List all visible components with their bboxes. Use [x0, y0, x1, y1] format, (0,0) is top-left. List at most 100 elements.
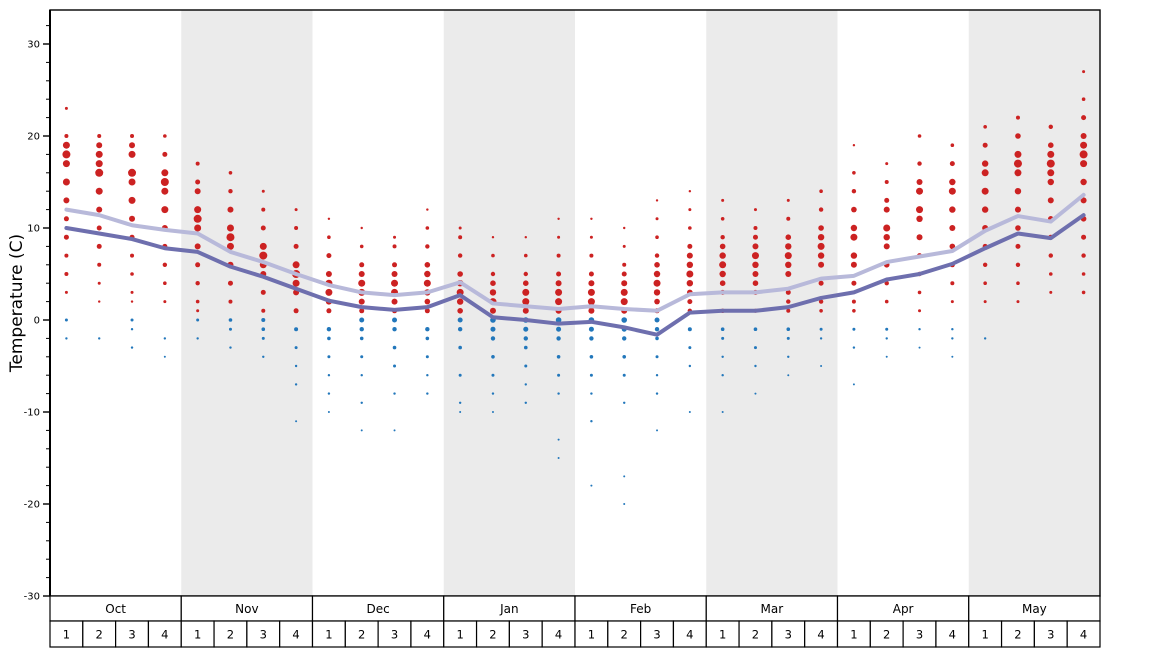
max-temp-dot	[391, 298, 398, 305]
y-tick-label: 30	[27, 40, 40, 51]
max-temp-dot	[64, 290, 68, 294]
min-temp-dot	[360, 374, 363, 377]
max-temp-dot	[1015, 225, 1021, 231]
avg-max-line	[64, 192, 1086, 313]
max-temp-dot	[524, 236, 527, 239]
min-temp-dot	[327, 411, 330, 413]
max-temp-dot	[752, 280, 759, 287]
max-temp-dot	[950, 281, 955, 286]
min-temp-dot	[64, 318, 68, 322]
max-temp-dot	[163, 134, 167, 138]
max-temp-dot	[1080, 197, 1087, 204]
max-temp-dot	[326, 308, 332, 314]
max-temp-dot	[1082, 70, 1086, 74]
max-temp-dot	[96, 206, 103, 213]
max-temp-dot	[555, 280, 562, 287]
max-temp-dot	[359, 244, 364, 249]
y-axis-label: Temperature (C)	[7, 233, 27, 373]
min-temp-dot	[425, 355, 429, 359]
max-temp-dot	[63, 216, 69, 222]
max-temp-dot	[293, 243, 299, 249]
min-temp-dot	[294, 346, 298, 350]
min-temp-dot	[654, 327, 660, 332]
avg-min-line	[64, 213, 1086, 337]
max-temp-dot	[161, 187, 169, 195]
max-temp-dot	[686, 252, 693, 259]
max-temp-dot	[1048, 253, 1053, 258]
month-band	[181, 10, 313, 596]
max-temp-dot	[393, 235, 397, 239]
max-temp-dot	[95, 150, 103, 158]
min-temp-dot	[491, 411, 494, 413]
max-temp-dot	[983, 281, 987, 286]
max-temp-dot	[916, 206, 924, 214]
week-label: 2	[96, 628, 103, 642]
max-temp-dot	[885, 162, 889, 166]
max-temp-dot	[62, 150, 71, 159]
max-temp-dot	[850, 233, 858, 241]
min-temp-dot	[852, 383, 855, 386]
max-temp-dot	[325, 271, 332, 277]
max-temp-dot	[686, 280, 694, 287]
max-temp-dot	[425, 244, 430, 249]
max-temp-dot	[294, 226, 299, 230]
min-temp-dot	[393, 364, 397, 368]
max-temp-dot	[163, 300, 167, 304]
week-cell	[869, 620, 904, 648]
max-temp-dot	[981, 169, 989, 177]
week-label: 1	[325, 628, 332, 642]
max-temp-dot	[292, 261, 300, 269]
max-temp-dot	[391, 271, 398, 277]
max-temp-dot	[655, 235, 659, 239]
month-label: Feb	[630, 602, 651, 616]
max-temp-dot	[456, 298, 464, 305]
max-temp-dot	[851, 206, 857, 213]
min-temp-dot	[392, 327, 397, 332]
max-temp-dot	[983, 300, 987, 304]
max-temp-dot	[360, 226, 363, 230]
min-temp-dot	[523, 345, 528, 350]
min-temp-dot	[458, 345, 462, 350]
min-temp-dot	[524, 364, 528, 368]
month-label: Oct	[105, 602, 126, 616]
max-temp-dot	[720, 235, 725, 240]
max-temp-dot	[719, 252, 726, 259]
min-temp-dot	[655, 374, 659, 377]
max-temp-dot	[916, 187, 924, 195]
max-temp-dot	[883, 243, 890, 250]
min-temp-dot	[491, 355, 495, 359]
max-temp-dot	[261, 189, 265, 193]
min-temp-dot	[98, 337, 101, 340]
min-temp-dot	[623, 503, 626, 505]
max-temp-dot	[688, 190, 692, 193]
min-temp-dot	[425, 336, 430, 341]
min-temp-dot	[655, 336, 659, 341]
max-temp-dot	[162, 151, 168, 157]
week-label: 2	[752, 628, 759, 642]
min-temp-dot	[951, 337, 954, 340]
max-temp-dot	[752, 261, 759, 268]
min-temp-dot	[360, 401, 363, 404]
min-temp-dot	[228, 318, 233, 322]
min-temp-dot	[360, 429, 363, 432]
min-temp-dot	[523, 336, 528, 341]
max-temp-dot	[751, 252, 759, 260]
max-temp-dot	[916, 179, 923, 185]
max-temp-dot	[687, 243, 693, 249]
max-temp-dot	[195, 179, 201, 185]
max-temp-dot	[325, 288, 333, 296]
min-temp-dot	[623, 475, 626, 478]
max-temp-dot	[785, 261, 792, 268]
min-temp-dot	[588, 326, 594, 332]
max-temp-dot	[621, 280, 628, 287]
max-temp-dot	[981, 187, 989, 195]
max-temp-dot	[457, 253, 463, 258]
week-cell	[705, 620, 740, 648]
week-cell	[82, 620, 117, 648]
min-temp-dot	[753, 346, 757, 350]
max-temp-dot	[260, 225, 266, 231]
max-temp-dot	[292, 279, 300, 287]
week-cell	[246, 620, 281, 648]
max-temp-dot	[982, 142, 988, 148]
min-temp-dot	[163, 355, 166, 358]
